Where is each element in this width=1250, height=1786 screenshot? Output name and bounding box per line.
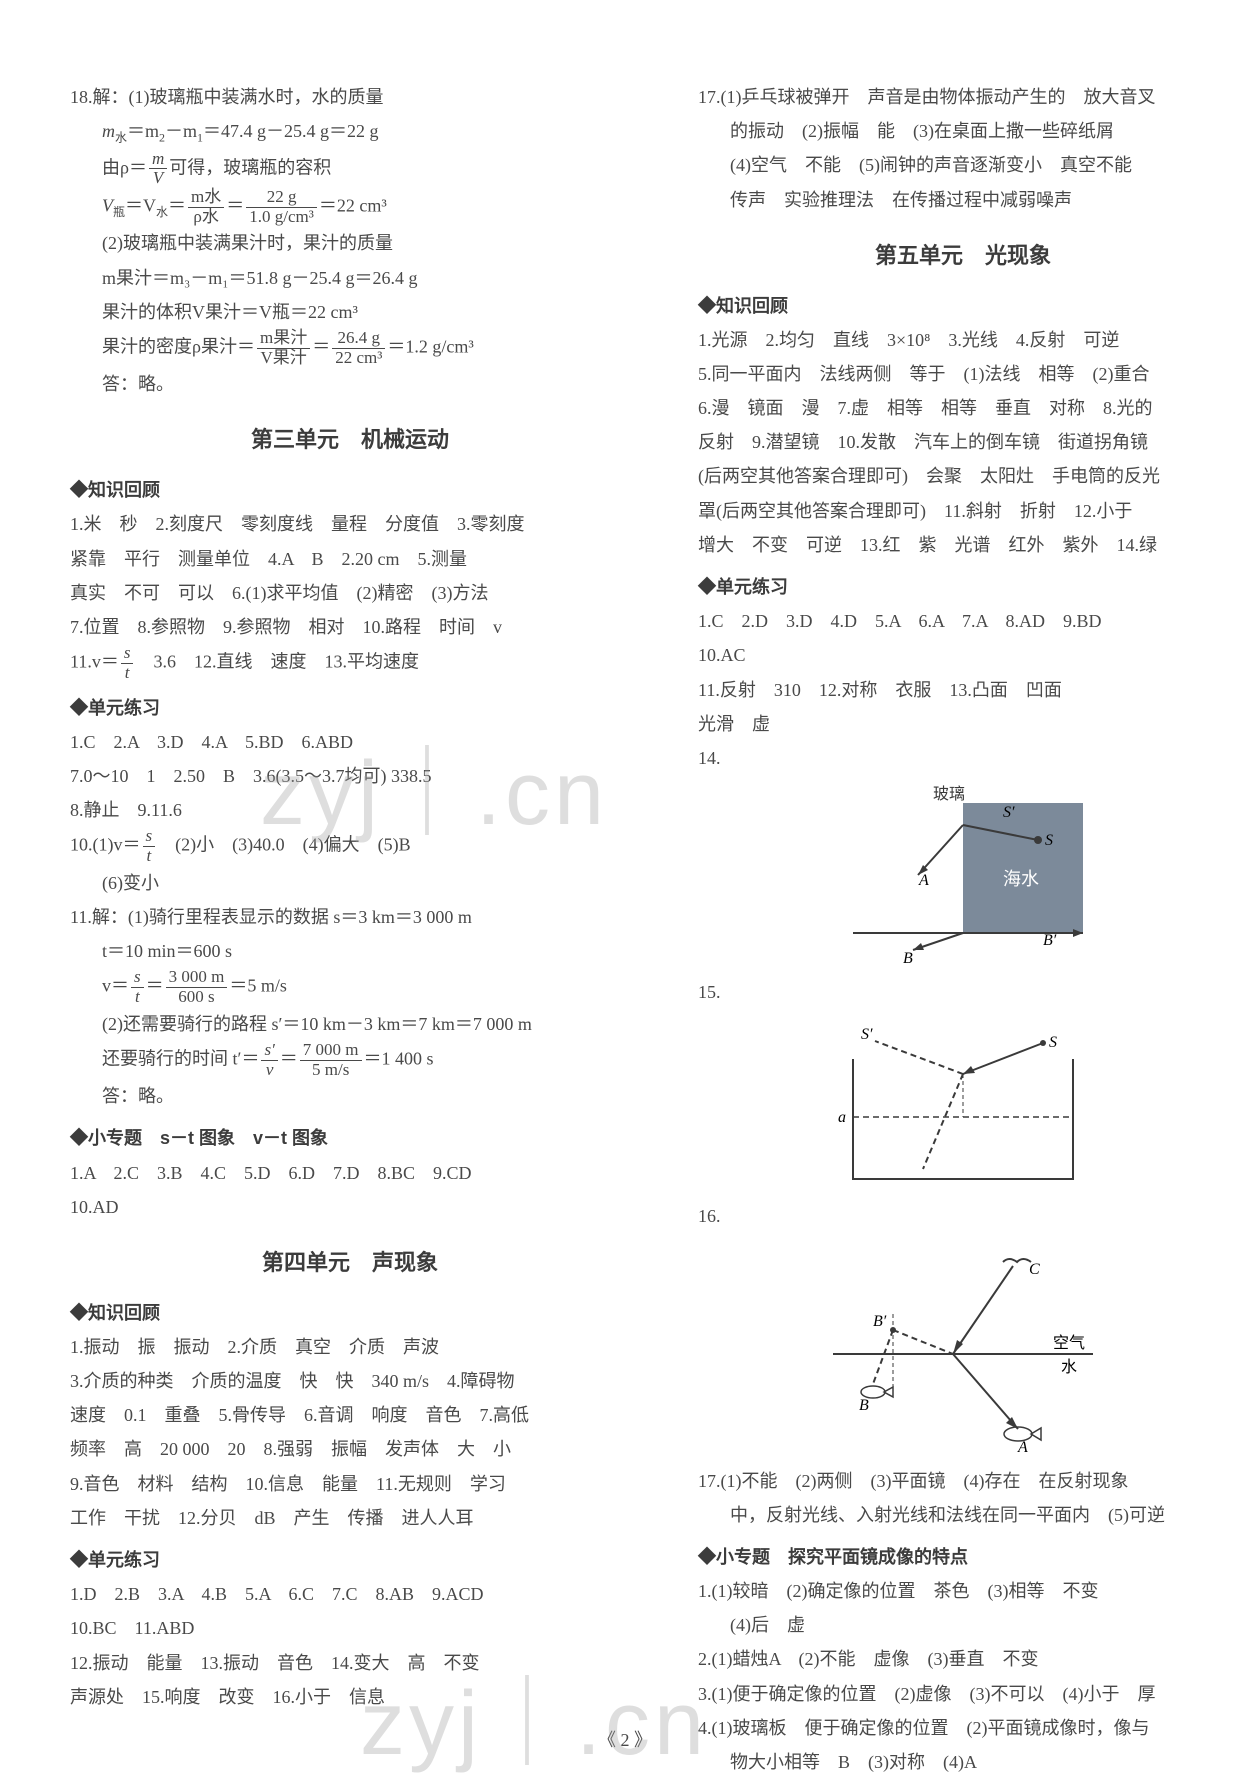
unit3-t2: 10.AD — [70, 1190, 630, 1224]
unit3-p4: 10.(1)v＝st (2)小 (3)40.0 (4)偏大 (5)B — [70, 827, 630, 865]
d14-Sp: S′ — [1003, 804, 1015, 821]
unit4-title: 第四单元 声现象 — [70, 1242, 630, 1284]
d14-A: A — [918, 872, 929, 889]
unit3-title: 第三单元 机械运动 — [70, 419, 630, 461]
unit5-p4: 光滑 虚 — [698, 707, 1228, 741]
unit3-p2: 7.0～10 1 2.50 B 3.6(3.5～3.7均可) 338.5 — [70, 759, 630, 793]
q17-l2: 的振动 (2)振幅 能 (3)在桌面上撒一些碎纸屑 — [698, 114, 1228, 148]
unit5-p8: 17.(1)不能 (2)两侧 (3)平面镜 (4)存在 在反射现象 — [698, 1464, 1228, 1498]
unit5-t4: 3.(1)便于确定像的位置 (2)虚像 (3)不可以 (4)小于 厚 — [698, 1677, 1228, 1711]
q18-line6: m果汁＝m₃－m₁＝51.8 g－25.4 g＝26.4 g — [70, 261, 630, 295]
unit3-p5: (6)变小 — [70, 866, 630, 900]
unit3-p3: 8.静止 9.11.6 — [70, 793, 630, 827]
unit5-r2: 5.同一平面内 法线两侧 等于 (1)法线 相等 (2)重合 — [698, 357, 1228, 391]
unit4-r4: 频率 高 20 000 20 8.强弱 振幅 发声体 大 小 — [70, 1432, 630, 1466]
unit3-p1: 1.C 2.A 3.D 4.A 5.BD 6.ABD — [70, 725, 630, 759]
unit3-p6: 11.解：(1)骑行里程表显示的数据 s＝3 km＝3 000 m — [70, 900, 630, 934]
unit4-p2: 10.BC 11.ABD — [70, 1611, 630, 1645]
unit4-practice-header: ◆单元练习 — [70, 1543, 630, 1577]
d16-Bp: B′ — [873, 1313, 887, 1330]
diagram-14: 玻璃 海水 S S′ A B′ B — [823, 785, 1103, 965]
q17-l3: (4)空气 不能 (5)闹钟的声音逐渐变小 真空不能 — [698, 148, 1228, 182]
unit5-review-header: ◆知识回顾 — [698, 289, 1228, 323]
unit3-p8: v＝st＝3 000 m600 s＝5 m/s — [70, 968, 630, 1006]
unit5-p7: 16. — [698, 1199, 1228, 1233]
diagram-16: 空气 水 C B′ A B — [813, 1244, 1113, 1454]
q17-l4: 传声 实验推理法 在传播过程中减弱噪声 — [698, 183, 1228, 217]
unit3-r1: 1.米 秒 2.刻度尺 零刻度线 量程 分度值 3.零刻度 — [70, 507, 630, 541]
d14-S: S — [1045, 832, 1053, 849]
q18-line7: 果汁的体积V果汁＝V瓶＝22 cm³ — [70, 295, 630, 329]
unit4-r1: 1.振动 振 振动 2.介质 真空 介质 声波 — [70, 1330, 630, 1364]
unit5-practice-header: ◆单元练习 — [698, 570, 1228, 604]
page-number: 2 — [598, 1726, 652, 1752]
unit3-review-header: ◆知识回顾 — [70, 473, 630, 507]
unit5-p1: 1.C 2.D 3.D 4.D 5.A 6.A 7.A 8.AD 9.BD — [698, 604, 1228, 638]
unit5-r5: (后两空其他答案合理即可) 会聚 太阳灶 手电筒的反光 — [698, 459, 1228, 493]
unit5-t3: 2.(1)蜡烛A (2)不能 虚像 (3)垂直 不变 — [698, 1642, 1228, 1676]
q18-line1: 18.解：(1)玻璃瓶中装满水时，水的质量 — [70, 80, 630, 114]
d16-air: 空气 — [1053, 1334, 1085, 1352]
unit5-t1: 1.(1)较暗 (2)确定像的位置 茶色 (3)相等 不变 — [698, 1574, 1228, 1608]
q18-line3: 由ρ＝mV可得，玻璃瓶的容积 — [70, 150, 630, 188]
unit3-t1: 1.A 2.C 3.B 4.C 5.D 6.D 7.D 8.BC 9.CD — [70, 1156, 630, 1190]
unit3-p7: t＝10 min＝600 s — [70, 934, 630, 968]
two-column-layout: 18.解：(1)玻璃瓶中装满水时，水的质量 m水＝m2－m1＝47.4 g－25… — [70, 80, 1190, 1779]
unit4-r3: 速度 0.1 重叠 5.骨传导 6.音调 响度 音色 7.高低 — [70, 1398, 630, 1432]
unit3-topic-header: ◆小专题 s－t 图象 v－t 图象 — [70, 1121, 630, 1155]
d16-B: B — [859, 1397, 869, 1414]
unit5-r7: 增大 不变 可逆 13.红 紫 光谱 红外 紫外 14.绿 — [698, 528, 1228, 562]
d14-B: B — [903, 950, 913, 965]
d15-Sp: S′ — [861, 1026, 873, 1043]
unit4-r2: 3.介质的种类 介质的温度 快 快 340 m/s 4.障碍物 — [70, 1364, 630, 1398]
q18-line5: (2)玻璃瓶中装满果汁时，果汁的质量 — [70, 226, 630, 260]
d15-a: a — [838, 1109, 846, 1126]
unit3-p10: 还要骑行的时间 t′＝s′v＝7 000 m5 m/s＝1 400 s — [70, 1041, 630, 1079]
unit3-r4: 7.位置 8.参照物 9.参照物 相对 10.路程 时间 v — [70, 610, 630, 644]
unit3-r5: 11.v＝st 3.6 12.直线 速度 13.平均速度 — [70, 644, 630, 682]
unit5-t2: (4)后 虚 — [698, 1608, 1228, 1642]
unit5-r4: 反射 9.潜望镜 10.发散 汽车上的倒车镜 街道拐角镜 — [698, 425, 1228, 459]
diagram-15: a S S′ — [813, 1019, 1113, 1189]
d14-glass-label: 玻璃 — [933, 785, 965, 803]
unit5-title: 第五单元 光现象 — [698, 235, 1228, 277]
unit4-review-header: ◆知识回顾 — [70, 1296, 630, 1330]
unit5-t5: 4.(1)玻璃板 便于确定像的位置 (2)平面镜成像时，像与 — [698, 1711, 1228, 1745]
unit3-r2: 紧靠 平行 测量单位 4.A B 2.20 cm 5.测量 — [70, 542, 630, 576]
unit5-t6: 物大小相等 B (3)对称 (4)A — [698, 1745, 1228, 1779]
d14-Bp: B′ — [1043, 932, 1057, 949]
q18-line9: 答：略。 — [70, 367, 630, 401]
unit3-p9: (2)还需要骑行的路程 s′＝10 km－3 km＝7 km＝7 000 m — [70, 1007, 630, 1041]
unit5-p2: 10.AC — [698, 638, 1228, 672]
q17-l1: 17.(1)乒乓球被弹开 声音是由物体振动产生的 放大音叉 — [698, 80, 1228, 114]
unit5-r3: 6.漫 镜面 漫 7.虚 相等 相等 垂直 对称 8.光的 — [698, 391, 1228, 425]
unit5-r6: 罩(后两空其他答案合理即可) 11.斜射 折射 12.小于 — [698, 494, 1228, 528]
d16-C: C — [1029, 1261, 1040, 1278]
d15-S: S — [1049, 1034, 1057, 1051]
unit5-p5: 14. — [698, 741, 1228, 775]
left-column: 18.解：(1)玻璃瓶中装满水时，水的质量 m水＝m2－m1＝47.4 g－25… — [70, 80, 630, 1779]
unit5-topic-header: ◆小专题 探究平面镜成像的特点 — [698, 1540, 1228, 1574]
q18-line4: V瓶＝V水＝m水ρ水＝22 g1.0 g/cm³＝22 cm³ — [70, 188, 630, 226]
unit4-p3: 12.振动 能量 13.振动 音色 14.变大 高 不变 — [70, 1646, 630, 1680]
unit4-r5: 9.音色 材料 结构 10.信息 能量 11.无规则 学习 — [70, 1467, 630, 1501]
unit5-p3: 11.反射 310 12.对称 衣服 13.凸面 凹面 — [698, 673, 1228, 707]
q18-line8: 果汁的密度ρ果汁＝m果汁V果汁＝26.4 g22 cm³＝1.2 g/cm³ — [70, 329, 630, 367]
unit4-r6: 工作 干扰 12.分贝 dB 产生 传播 进人人耳 — [70, 1501, 630, 1535]
d14-sea-label: 海水 — [1003, 869, 1039, 889]
unit3-p11: 答：略。 — [70, 1079, 630, 1113]
d16-A: A — [1017, 1439, 1028, 1454]
unit3-practice-header: ◆单元练习 — [70, 691, 630, 725]
unit5-p9: 中，反射光线、入射光线和法线在同一平面内 (5)可逆 — [698, 1498, 1228, 1532]
d16-water: 水 — [1061, 1358, 1077, 1376]
unit4-p4: 声源处 15.响度 改变 16.小于 信息 — [70, 1680, 630, 1714]
q18-line2: m水＝m2－m1＝47.4 g－25.4 g＝22 g — [70, 114, 630, 149]
unit5-r1: 1.光源 2.均匀 直线 3×10⁸ 3.光线 4.反射 可逆 — [698, 323, 1228, 357]
unit5-p6: 15. — [698, 975, 1228, 1009]
unit3-r3: 真实 不可 可以 6.(1)求平均值 (2)精密 (3)方法 — [70, 576, 630, 610]
right-column: 17.(1)乒乓球被弹开 声音是由物体振动产生的 放大音叉 的振动 (2)振幅 … — [698, 80, 1228, 1779]
unit4-p1: 1.D 2.B 3.A 4.B 5.A 6.C 7.C 8.AB 9.ACD — [70, 1577, 630, 1611]
